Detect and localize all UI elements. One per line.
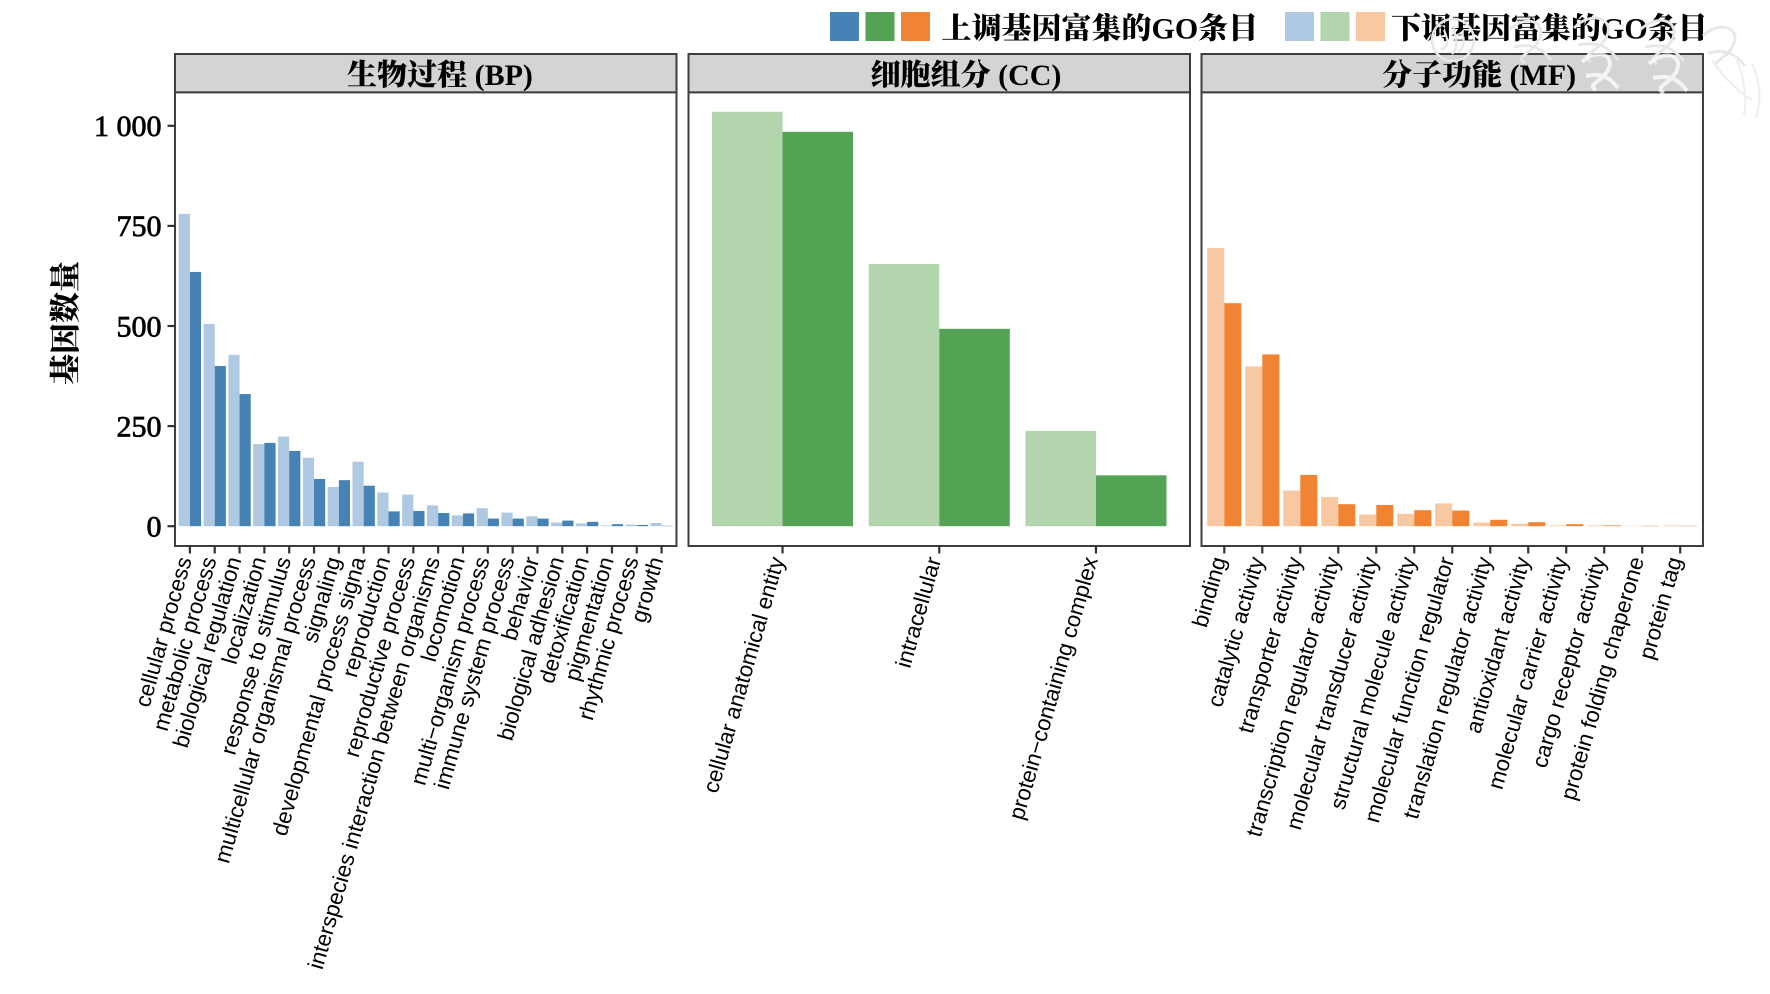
svg-text:(BP): (BP) [475, 59, 533, 92]
svg-text:500: 500 [117, 310, 162, 343]
svg-text:GO: GO [1152, 13, 1199, 46]
svg-text:750: 750 [117, 210, 162, 243]
svg-text:250: 250 [117, 410, 162, 443]
svg-text:(CC): (CC) [998, 59, 1061, 92]
svg-text:(MF): (MF) [1510, 59, 1577, 92]
svg-text:1 000: 1 000 [94, 110, 162, 143]
svg-text:0: 0 [147, 511, 162, 544]
